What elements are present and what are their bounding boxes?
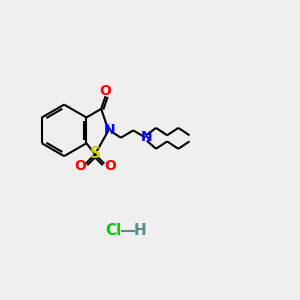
Text: O: O xyxy=(100,84,112,98)
Text: O: O xyxy=(74,159,86,172)
Text: O: O xyxy=(104,159,116,172)
Text: N: N xyxy=(103,123,115,137)
Text: S: S xyxy=(89,146,100,160)
Text: Cl: Cl xyxy=(105,224,121,238)
Text: H: H xyxy=(134,224,147,238)
Text: N: N xyxy=(141,130,152,144)
